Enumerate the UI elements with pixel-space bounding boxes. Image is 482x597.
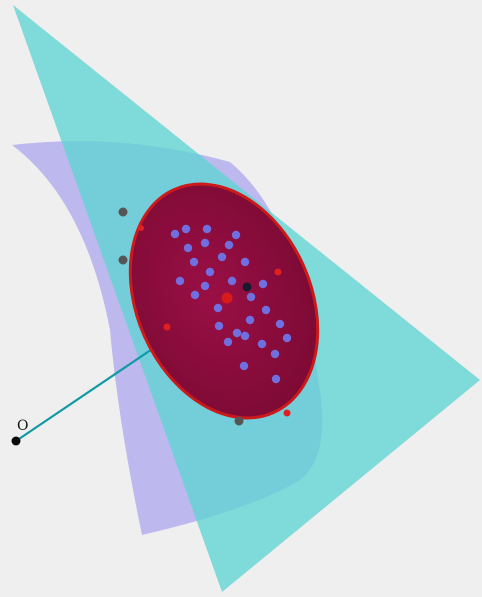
blue-point — [189, 257, 199, 267]
edge-marker — [138, 225, 144, 231]
blue-point — [245, 315, 255, 325]
edge-marker — [283, 409, 291, 417]
grey-point — [118, 207, 128, 217]
blue-point — [214, 321, 224, 331]
blue-point — [190, 290, 200, 300]
blue-point — [200, 238, 210, 248]
blue-point — [240, 257, 250, 267]
grey-point — [234, 416, 244, 426]
blue-point — [181, 224, 191, 234]
blue-point — [224, 240, 234, 250]
blue-point — [200, 281, 210, 291]
blue-point — [175, 276, 185, 286]
edge-marker — [163, 323, 171, 331]
blue-point — [240, 331, 250, 341]
blue-point — [271, 374, 281, 384]
blue-point — [257, 339, 267, 349]
blue-point — [202, 224, 212, 234]
blue-point — [258, 279, 268, 289]
origin-point — [11, 436, 21, 446]
blue-point — [275, 319, 285, 329]
grey-point — [118, 255, 128, 265]
interior-points — [170, 224, 292, 384]
exterior-points — [118, 207, 244, 426]
origin-label: O — [17, 418, 28, 434]
ray-line — [15, 336, 171, 442]
blue-point — [213, 303, 223, 313]
blue-point — [227, 276, 237, 286]
edge-marker — [274, 268, 282, 276]
ellipse-edge-markers — [138, 225, 291, 417]
blue-point — [270, 349, 280, 359]
blue-point — [246, 292, 256, 302]
blue-point — [239, 361, 249, 371]
blue-point — [223, 337, 233, 347]
blue-point — [261, 305, 271, 315]
dark-point — [242, 282, 252, 292]
blue-point — [232, 328, 242, 338]
blue-point — [205, 267, 215, 277]
blue-point — [170, 229, 180, 239]
center-point — [221, 292, 233, 304]
blue-point — [217, 252, 227, 262]
blue-point — [183, 243, 193, 253]
blue-point — [231, 230, 241, 240]
blue-point — [282, 333, 292, 343]
